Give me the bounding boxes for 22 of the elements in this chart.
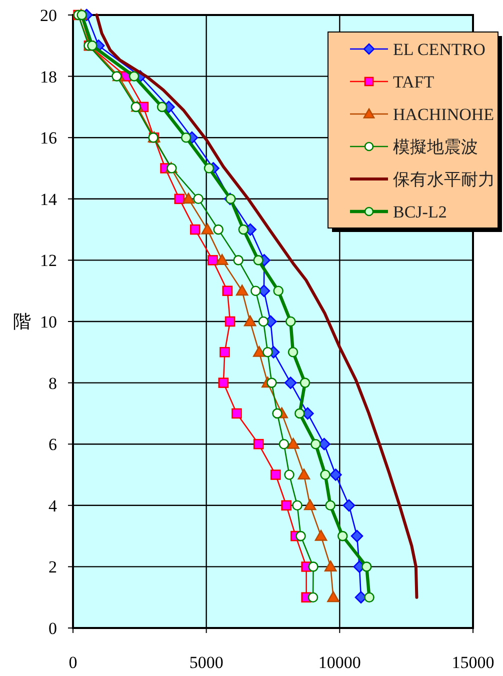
y-tick-label: 14 <box>40 190 58 209</box>
y-tick-label: 10 <box>40 312 57 332</box>
legend-label: TAFT <box>393 72 435 92</box>
y-tick-label: 16 <box>40 128 57 148</box>
y-tick-label: 8 <box>48 374 57 393</box>
y-tick-label: 20 <box>40 6 57 25</box>
x-tick-label: 10000 <box>318 653 361 672</box>
y-axis-title: 階 <box>13 312 31 332</box>
x-tick-label: 15000 <box>452 653 494 672</box>
y-tick-label: 6 <box>48 435 57 454</box>
legend-label: HACHINOHE <box>393 105 494 124</box>
y-tick-label: 18 <box>40 67 57 86</box>
legend-label: 保有水平耐力 <box>393 170 495 189</box>
legend-label: EL CENTRO <box>393 40 486 59</box>
y-tick-label: 2 <box>48 558 57 577</box>
y-tick-label: 4 <box>48 496 58 516</box>
x-tick-label: 5000 <box>189 653 224 672</box>
y-tick-label: 0 <box>48 619 57 638</box>
legend-label: 模擬地震波 <box>393 138 478 156</box>
x-tick-label: 0 <box>68 653 78 672</box>
y-tick-label: 12 <box>40 251 57 270</box>
legend-label: BCJ-L2 <box>393 202 447 222</box>
